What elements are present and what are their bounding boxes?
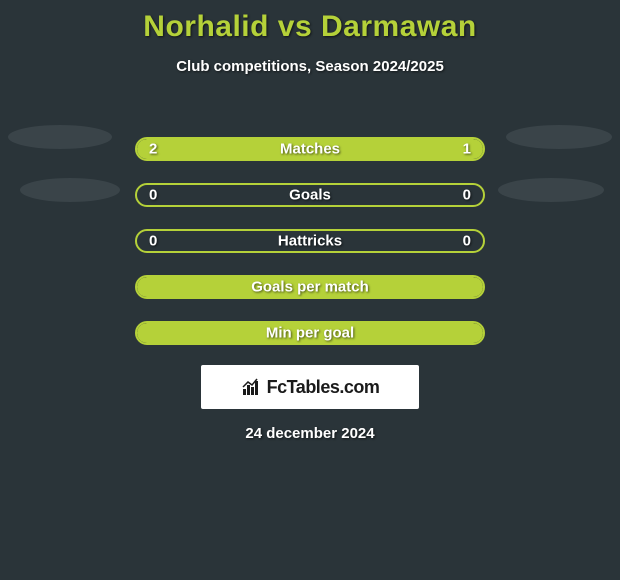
stat-value-right: 0 [463, 233, 471, 250]
fctables-logo[interactable]: FcTables.com [201, 365, 419, 409]
stat-row: Goals per match [135, 275, 485, 299]
stat-value-right: 1 [463, 141, 471, 158]
stats-block: 2 1 Matches 0 0 Goals 0 0 Hattricks Goals per mat… [0, 115, 620, 345]
stat-label: Goals [289, 187, 331, 204]
stat-value-left: 2 [149, 141, 157, 158]
bar-chart-icon [241, 377, 263, 397]
logo-text: FcTables.com [267, 377, 380, 398]
stat-value-left: 0 [149, 187, 157, 204]
stat-label: Hattricks [278, 233, 342, 250]
stat-row: 0 0 Goals [135, 183, 485, 207]
stat-label: Goals per match [251, 279, 369, 296]
stat-value-left: 0 [149, 233, 157, 250]
stat-row: 0 0 Hattricks [135, 229, 485, 253]
stat-value-right: 0 [463, 187, 471, 204]
date-label: 24 december 2024 [0, 425, 620, 442]
comparison-infographic: Norhalid vs Darmawan Club competitions, … [0, 0, 620, 442]
page-title: Norhalid vs Darmawan [0, 10, 620, 44]
page-subtitle: Club competitions, Season 2024/2025 [0, 58, 620, 75]
stat-label: Min per goal [266, 325, 354, 342]
stat-label: Matches [280, 141, 340, 158]
stat-row: 2 1 Matches [135, 137, 485, 161]
stat-row: Min per goal [135, 321, 485, 345]
